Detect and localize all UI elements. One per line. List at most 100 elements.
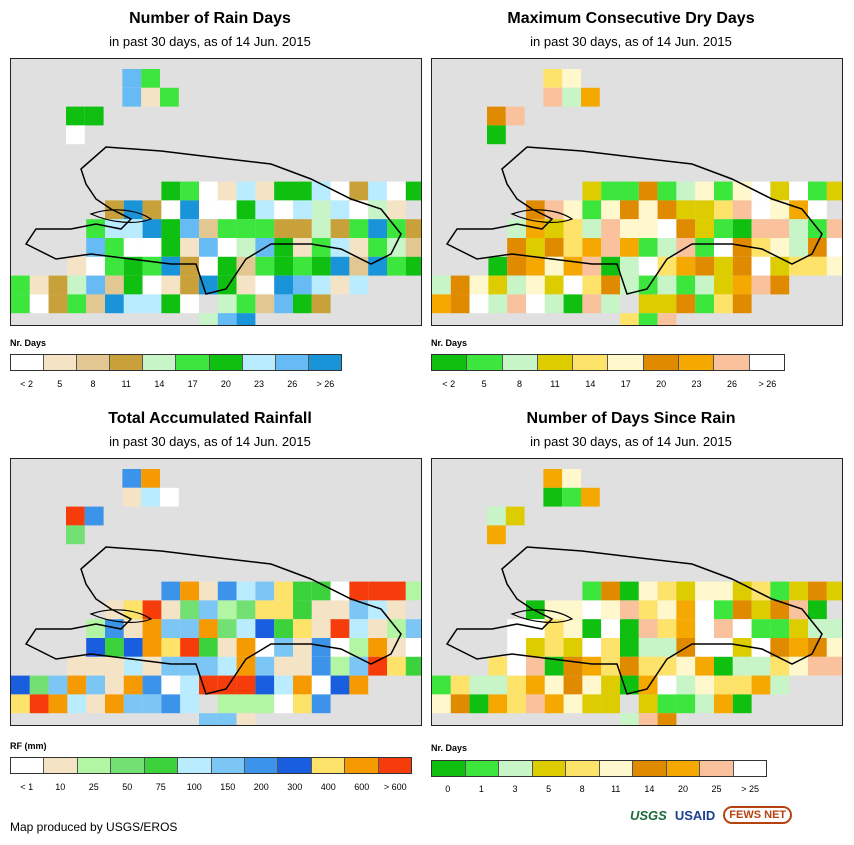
grid-cell	[770, 200, 790, 220]
grid-cell	[349, 200, 369, 220]
grid-cell	[161, 600, 181, 620]
grid-cell	[526, 656, 545, 676]
grid-cell	[488, 675, 508, 695]
grid-cell	[255, 219, 275, 238]
grid-cell	[620, 600, 639, 620]
grid-cell	[751, 675, 771, 695]
grid-cell	[368, 638, 387, 657]
grid-cell	[714, 581, 733, 601]
grid-cell	[526, 219, 545, 238]
legend-swatch	[345, 758, 379, 773]
grid-cell	[123, 294, 143, 314]
grid-cell	[122, 87, 142, 107]
legend-tick-label: 23	[254, 379, 265, 389]
map-days-since-rain	[431, 458, 843, 726]
grid-cell	[770, 219, 790, 238]
grid-cell	[236, 600, 256, 620]
grid-cell	[544, 694, 564, 714]
grid-cell	[405, 581, 421, 601]
grid-cell	[330, 238, 350, 257]
grid-cell	[161, 294, 181, 314]
grid-cell	[432, 275, 451, 295]
grid-cell	[582, 219, 602, 238]
grid-cell	[487, 106, 506, 126]
grid-cell	[274, 581, 293, 601]
grid-cell	[469, 694, 489, 714]
grid-cell	[11, 275, 30, 295]
grid-cell	[751, 256, 771, 276]
grid-cell	[543, 469, 563, 488]
grid-cell	[582, 656, 602, 676]
legend-tick-label: 14	[154, 379, 165, 389]
legend-title: Nr. Days	[10, 338, 47, 348]
grid-cell	[311, 600, 331, 620]
grid-cell	[29, 294, 49, 314]
grid-cell	[236, 713, 256, 725]
grid-cell	[236, 238, 256, 257]
grid-cell	[66, 106, 85, 126]
grid-cell	[676, 181, 696, 201]
grid-cell	[676, 294, 696, 314]
panel-title: Number of Days Since Rain	[526, 410, 736, 427]
grid-cell	[544, 638, 564, 657]
legend-tick-label: 14	[585, 379, 596, 389]
grid-cell	[180, 638, 199, 657]
grid-cell	[751, 638, 771, 657]
grid-cell	[789, 619, 808, 638]
grid-cell	[311, 638, 331, 657]
grid-cell	[293, 200, 312, 220]
grid-cell	[387, 200, 406, 220]
grid-cell	[487, 525, 506, 545]
legend-swatch	[432, 761, 466, 776]
legend-tick-label: 14	[644, 784, 655, 794]
legend-swatch	[44, 758, 78, 773]
fews-net-logo[interactable]: FEWS NET	[723, 806, 793, 824]
grid-cell	[405, 238, 421, 257]
grid-cell	[432, 694, 451, 714]
grid-cell	[105, 256, 124, 276]
grid-cell	[293, 619, 312, 638]
grid-cell	[161, 656, 181, 676]
grid-cell	[789, 581, 808, 601]
grid-cell	[11, 694, 30, 714]
grid-cell	[581, 487, 600, 507]
grid-cell	[620, 581, 639, 601]
legend-tick-label: 26	[726, 379, 737, 389]
grid-cell	[732, 275, 752, 295]
grid-cell	[582, 181, 602, 201]
grid-cell	[255, 694, 275, 714]
grid-cell	[180, 275, 199, 295]
grid-cell	[714, 181, 733, 201]
grid-cell	[563, 675, 583, 695]
grid-cell	[293, 181, 312, 201]
legend-swatch	[278, 758, 312, 773]
legend-tick-label: 10	[55, 782, 66, 792]
grid-cell	[293, 238, 312, 257]
grid-cell	[826, 181, 842, 201]
grid-cell	[274, 619, 293, 638]
grid-cell	[563, 694, 583, 714]
legend-swatch	[111, 758, 145, 773]
grid-cell	[330, 600, 350, 620]
grid-cell	[507, 219, 526, 238]
grid-cell	[732, 638, 752, 657]
grid-cell	[695, 675, 714, 695]
coastline-outline	[445, 546, 823, 695]
legend-tick-label: 5	[546, 784, 552, 794]
grid-cell	[544, 294, 564, 314]
grid-cell	[487, 125, 506, 145]
legend-tick-label: 17	[620, 379, 631, 389]
grid-cell	[236, 275, 256, 295]
usgs-logo[interactable]: USGS	[630, 807, 667, 823]
grid-cell	[826, 656, 842, 676]
map-rain-days	[10, 58, 422, 326]
grid-cell	[469, 275, 489, 295]
grid-cell	[582, 619, 602, 638]
legend-bar	[431, 760, 767, 777]
grid-cell	[180, 656, 199, 676]
legend-tick-label: 26	[287, 379, 298, 389]
legend-swatch	[77, 355, 111, 370]
grid-cell	[563, 638, 583, 657]
usaid-logo[interactable]: USAID	[674, 807, 716, 823]
grid-cell	[507, 238, 526, 257]
